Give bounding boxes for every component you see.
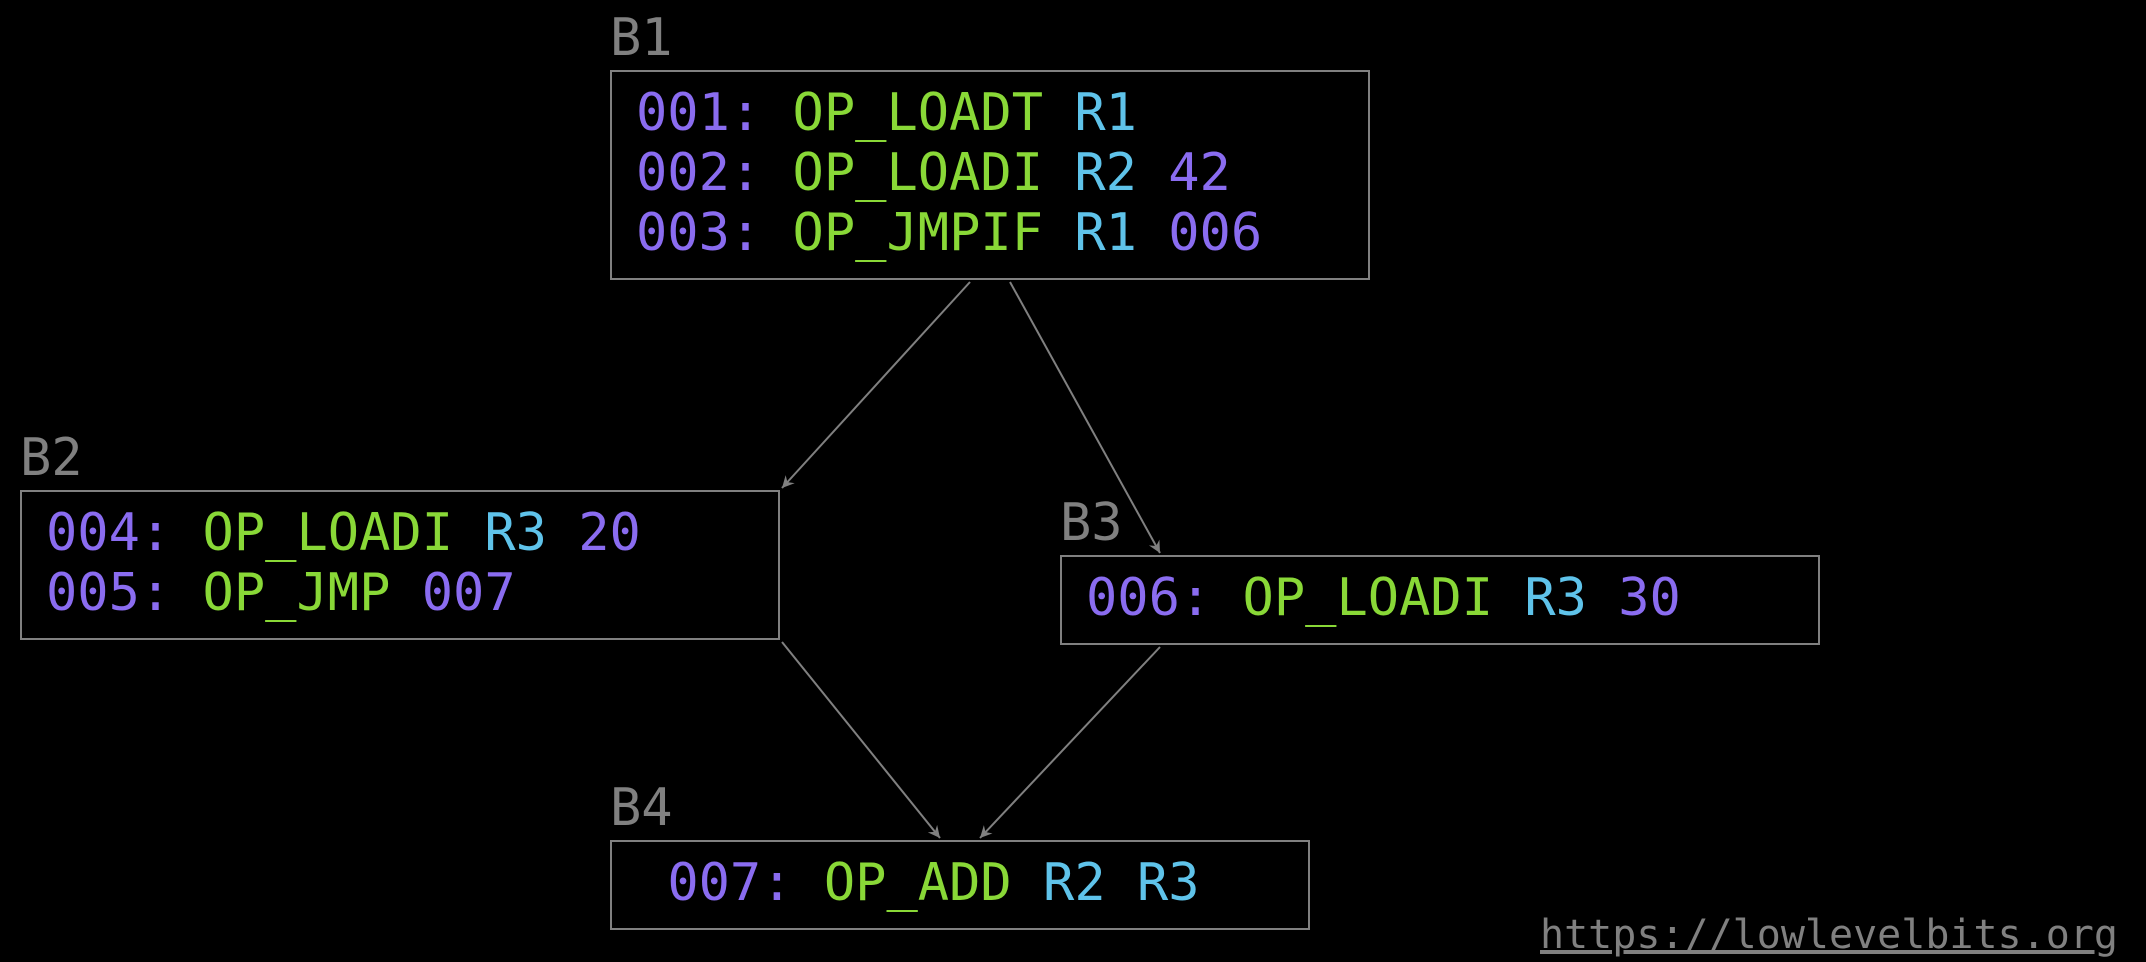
instr-005: 005: OP_JMP 007 <box>46 564 754 624</box>
block-label-b1: B1 <box>610 12 673 64</box>
block-label-b4: B4 <box>610 782 673 834</box>
block-b3: 006: OP_LOADI R3 30 <box>1060 555 1820 645</box>
instr-003: 003: OP_JMPIF R1 006 <box>636 204 1344 264</box>
footer-link[interactable]: https://lowlevelbits.org <box>1540 912 2118 958</box>
edge-b1-b2 <box>782 282 970 488</box>
block-label-b2: B2 <box>20 432 83 484</box>
instr-006: 006: OP_LOADI R3 30 <box>1086 569 1794 629</box>
edge-b3-b4 <box>980 647 1160 838</box>
block-b2: 004: OP_LOADI R3 20 005: OP_JMP 007 <box>20 490 780 640</box>
block-b4: 007: OP_ADD R2 R3 <box>610 840 1310 930</box>
instr-007: 007: OP_ADD R2 R3 <box>636 854 1284 914</box>
instr-002: 002: OP_LOADI R2 42 <box>636 144 1344 204</box>
edge-b2-b4 <box>782 642 940 838</box>
diagram-stage: B1 001: OP_LOADT R1 002: OP_LOADI R2 42 … <box>0 0 2146 962</box>
instr-004: 004: OP_LOADI R3 20 <box>46 504 754 564</box>
block-label-b3: B3 <box>1060 497 1123 549</box>
block-b1: 001: OP_LOADT R1 002: OP_LOADI R2 42 003… <box>610 70 1370 280</box>
instr-001: 001: OP_LOADT R1 <box>636 84 1344 144</box>
